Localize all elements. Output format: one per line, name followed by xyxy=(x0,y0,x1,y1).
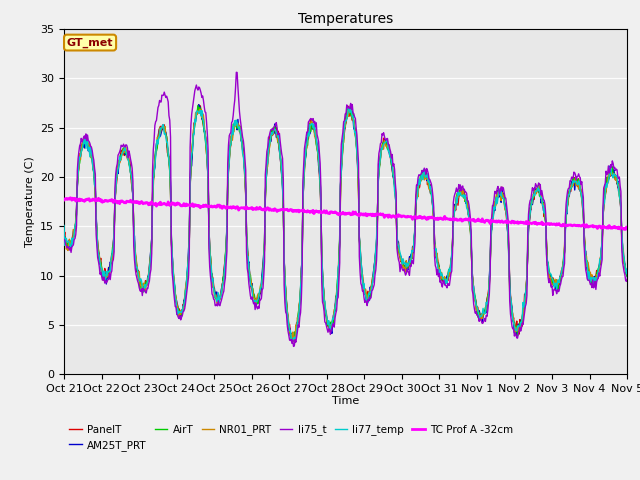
AM25T_PRT xyxy=(195,102,203,108)
TC Prof A -32cm xyxy=(623,225,631,231)
TC Prof A -32cm xyxy=(415,215,422,221)
NR01_PRT xyxy=(128,183,136,189)
PanelT xyxy=(216,296,224,301)
li75_t xyxy=(623,276,631,282)
PanelT xyxy=(416,184,424,190)
AirT xyxy=(416,181,424,187)
li77_temp xyxy=(128,180,136,186)
AirT xyxy=(287,337,295,343)
AM25T_PRT xyxy=(186,235,193,240)
li75_t xyxy=(416,172,424,178)
NR01_PRT xyxy=(623,268,631,274)
Line: AirT: AirT xyxy=(64,106,627,340)
NR01_PRT xyxy=(347,106,355,112)
AirT xyxy=(432,248,440,254)
AM25T_PRT xyxy=(216,295,224,301)
NR01_PRT xyxy=(290,339,298,345)
NR01_PRT xyxy=(70,234,78,240)
TC Prof A -32cm xyxy=(60,197,68,203)
NR01_PRT xyxy=(432,253,440,259)
Line: PanelT: PanelT xyxy=(64,105,627,340)
TC Prof A -32cm xyxy=(622,227,630,232)
AM25T_PRT xyxy=(289,338,296,344)
li75_t xyxy=(60,237,68,242)
li75_t xyxy=(215,302,223,308)
li75_t xyxy=(70,237,78,242)
NR01_PRT xyxy=(215,299,223,305)
AirT xyxy=(128,180,136,186)
AirT xyxy=(186,231,193,237)
li77_temp xyxy=(432,246,440,252)
PanelT xyxy=(432,254,440,260)
Line: AM25T_PRT: AM25T_PRT xyxy=(64,105,627,341)
li77_temp xyxy=(416,181,424,187)
Title: Temperatures: Temperatures xyxy=(298,12,393,26)
li75_t xyxy=(186,246,193,252)
Line: NR01_PRT: NR01_PRT xyxy=(64,109,627,342)
li77_temp xyxy=(60,223,68,228)
li77_temp xyxy=(70,231,78,237)
AM25T_PRT xyxy=(432,255,440,261)
AM25T_PRT xyxy=(623,274,631,280)
AM25T_PRT xyxy=(416,179,424,184)
NR01_PRT xyxy=(60,237,68,243)
AirT xyxy=(60,232,68,238)
PanelT xyxy=(291,337,299,343)
Line: TC Prof A -32cm: TC Prof A -32cm xyxy=(64,198,627,229)
PanelT xyxy=(623,268,631,274)
TC Prof A -32cm xyxy=(216,204,224,210)
Y-axis label: Temperature (C): Temperature (C) xyxy=(24,156,35,247)
AirT xyxy=(623,273,631,279)
AirT xyxy=(194,103,202,108)
PanelT xyxy=(186,235,193,241)
PanelT xyxy=(195,102,203,108)
Legend: PanelT, AM25T_PRT, AirT, NR01_PRT, li75_t, li77_temp, TC Prof A -32cm: PanelT, AM25T_PRT, AirT, NR01_PRT, li75_… xyxy=(69,424,513,451)
Line: li77_temp: li77_temp xyxy=(64,108,627,341)
AM25T_PRT xyxy=(60,232,68,238)
X-axis label: Time: Time xyxy=(332,396,359,406)
TC Prof A -32cm xyxy=(186,202,194,208)
li75_t xyxy=(432,265,440,271)
TC Prof A -32cm xyxy=(431,216,439,222)
li75_t xyxy=(232,70,240,75)
li77_temp xyxy=(186,234,193,240)
Text: GT_met: GT_met xyxy=(67,37,113,48)
li75_t xyxy=(128,166,136,171)
li77_temp xyxy=(215,300,223,305)
TC Prof A -32cm xyxy=(71,195,79,201)
Line: li75_t: li75_t xyxy=(64,72,627,347)
AirT xyxy=(216,297,224,302)
AirT xyxy=(70,229,78,235)
li75_t xyxy=(290,344,298,349)
NR01_PRT xyxy=(186,237,193,242)
PanelT xyxy=(60,235,68,240)
NR01_PRT xyxy=(416,181,424,187)
li77_temp xyxy=(344,105,352,111)
TC Prof A -32cm xyxy=(67,195,74,201)
PanelT xyxy=(70,231,78,237)
AM25T_PRT xyxy=(70,229,78,235)
li77_temp xyxy=(623,266,631,272)
li77_temp xyxy=(288,338,296,344)
PanelT xyxy=(128,185,136,191)
TC Prof A -32cm xyxy=(129,199,137,205)
AM25T_PRT xyxy=(128,183,136,189)
